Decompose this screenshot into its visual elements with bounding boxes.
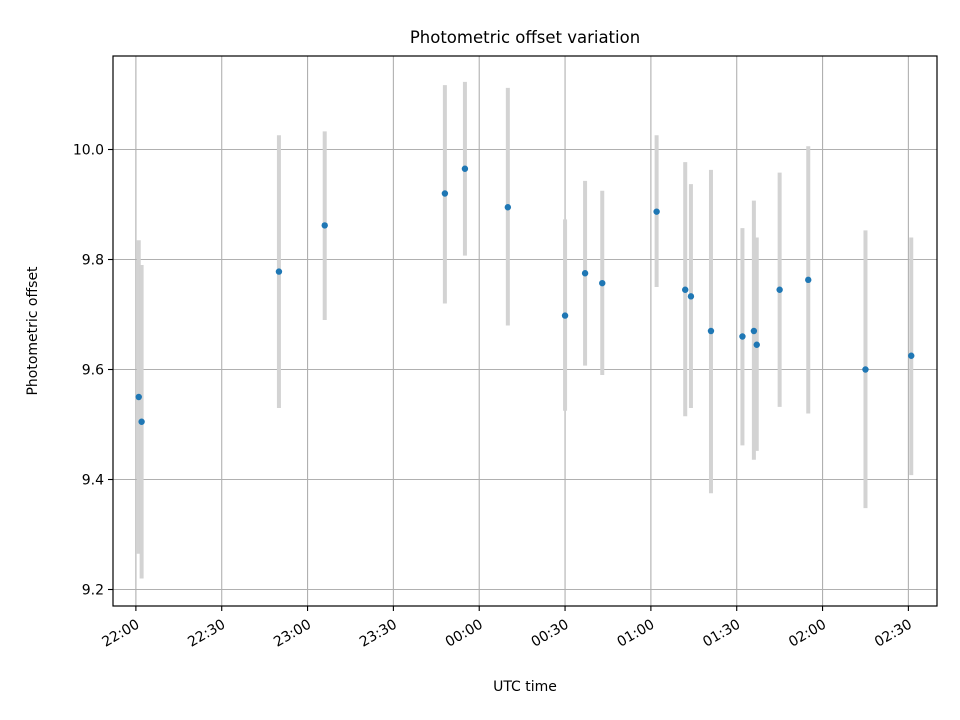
data-point — [862, 366, 869, 373]
grid — [113, 56, 937, 606]
data-point — [707, 327, 715, 335]
data-point — [581, 270, 589, 277]
error-bars — [136, 81, 914, 579]
x-axis-ticks: 22:00 22:30 23:00 23:30 00:00 00:30 01:00 01:30… — [99, 606, 915, 651]
x-tick-label: 01:30 — [700, 617, 743, 651]
data-point — [805, 276, 812, 284]
data-point — [753, 341, 760, 348]
y-axis-label: Photometric offset — [25, 266, 41, 396]
x-tick-label: 23:00 — [271, 617, 314, 651]
data-point — [739, 333, 746, 340]
data-point — [504, 204, 512, 211]
chart-title: Photometric offset variation — [410, 28, 640, 47]
data-point — [561, 312, 569, 319]
y-tick-label: 9.6 — [82, 363, 104, 379]
y-tick-label: 9.2 — [82, 583, 104, 599]
y-tick-label: 9.8 — [82, 253, 104, 269]
data-point — [776, 286, 783, 293]
data-point — [653, 208, 660, 215]
data-point — [441, 190, 449, 197]
x-tick-label: 22:30 — [185, 617, 228, 651]
x-tick-label: 00:30 — [529, 617, 572, 651]
y-axis-ticks: 9.2 9.4 9.6 9.8 10.0 — [73, 143, 113, 599]
x-axis-label: UTC time — [493, 679, 557, 695]
data-point — [750, 327, 758, 335]
y-tick-label: 9.4 — [82, 473, 104, 489]
data-point — [687, 293, 695, 300]
data-point — [321, 222, 328, 229]
data-point — [682, 286, 689, 293]
data-point — [135, 393, 142, 401]
x-tick-label: 00:00 — [443, 617, 486, 651]
x-tick-label: 02:00 — [786, 617, 829, 651]
data-point — [908, 352, 915, 359]
x-tick-label: 02:30 — [872, 617, 915, 651]
data-point — [275, 268, 283, 275]
x-tick-label: 01:00 — [614, 617, 657, 651]
data-point — [138, 418, 145, 425]
x-tick-label: 23:30 — [357, 617, 400, 651]
data-point — [461, 165, 469, 172]
x-tick-label: 22:00 — [99, 617, 142, 651]
y-tick-label: 10.0 — [73, 143, 104, 159]
data-point — [599, 279, 606, 287]
data-points — [135, 165, 915, 425]
plot-frame — [112, 55, 938, 607]
